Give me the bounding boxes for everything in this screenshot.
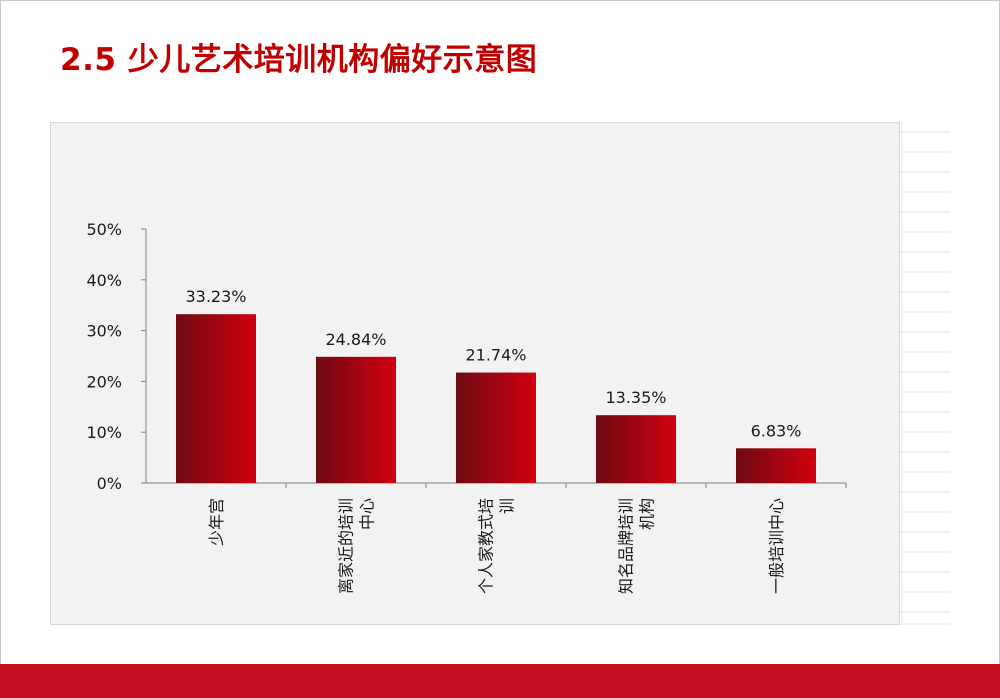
data-label-5: 6.83%: [751, 421, 802, 440]
data-label-1: 33.23%: [185, 287, 246, 306]
y-tick-label: 20%: [86, 372, 122, 391]
x-category-label-line: 训: [498, 498, 517, 514]
footer-band: [0, 664, 1000, 698]
bar-3: [456, 372, 536, 483]
x-category-label-line: 个人家教式培: [477, 498, 496, 594]
bar-5: [736, 448, 816, 483]
x-category-label-5: 一般培训中心: [767, 498, 786, 594]
bar-4: [596, 415, 676, 483]
x-category-label-4: 知名品牌培训 机构: [617, 498, 657, 594]
data-label-3: 21.74%: [465, 346, 526, 365]
chart-area: 0% 10% 20% 30% 40% 50% 33.23% 24.84% 21.74% 13.3…: [50, 122, 900, 625]
y-tick-label: 30%: [86, 322, 122, 341]
data-label-2: 24.84%: [325, 330, 386, 349]
data-label-4: 13.35%: [605, 388, 666, 407]
x-category-label-line: 中心: [358, 498, 377, 530]
bar-1: [176, 314, 256, 483]
x-category-label-3: 个人家教式培训: [477, 498, 517, 594]
y-tick-label: 40%: [86, 271, 122, 290]
x-category-label-1: 少年宫: [207, 498, 226, 546]
x-category-label-line: 一般培训中心: [767, 498, 786, 594]
x-category-label-line: 机构: [638, 498, 657, 530]
bar-chart: 0% 10% 20% 30% 40% 50% 33.23% 24.84% 21.74% 13.3…: [86, 220, 847, 594]
x-category-label-line: 离家近的培训: [337, 498, 356, 594]
bar-2: [316, 356, 396, 483]
slide-title: 2.5 少儿艺术培训机构偏好示意图: [60, 42, 538, 78]
x-category-label-2: 离家近的培训 中心: [337, 498, 377, 594]
x-category-label-line: 少年宫: [207, 498, 226, 546]
x-category-label-line: 知名品牌培训: [617, 498, 636, 594]
y-tick-label: 10%: [86, 423, 122, 442]
y-tick-label: 0%: [97, 474, 122, 493]
y-tick-label: 50%: [86, 220, 122, 239]
